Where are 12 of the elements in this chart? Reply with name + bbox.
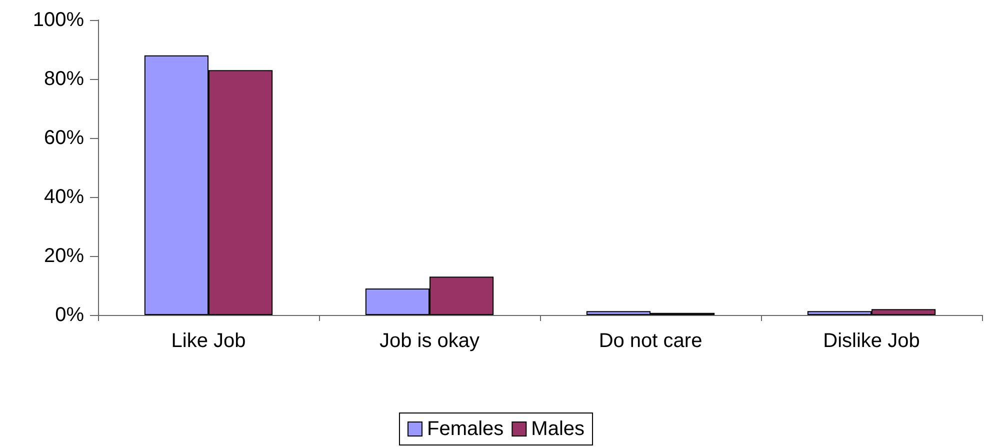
x-tick-label: Dislike Job (823, 330, 920, 352)
y-tick-label: 0% (55, 304, 84, 326)
y-tick-label: 60% (44, 127, 84, 149)
x-tick-label: Do not care (598, 330, 702, 352)
legend-label: Males (531, 418, 585, 440)
y-tick-label: 100% (32, 9, 84, 31)
x-tick-label: Job is okay (379, 330, 480, 352)
y-tick-label: 80% (44, 68, 84, 90)
y-tick-label: 20% (44, 245, 84, 267)
x-tick-label: Like Job (171, 330, 246, 352)
y-tick-label: 40% (44, 186, 84, 208)
legend-label: Females (426, 418, 504, 440)
